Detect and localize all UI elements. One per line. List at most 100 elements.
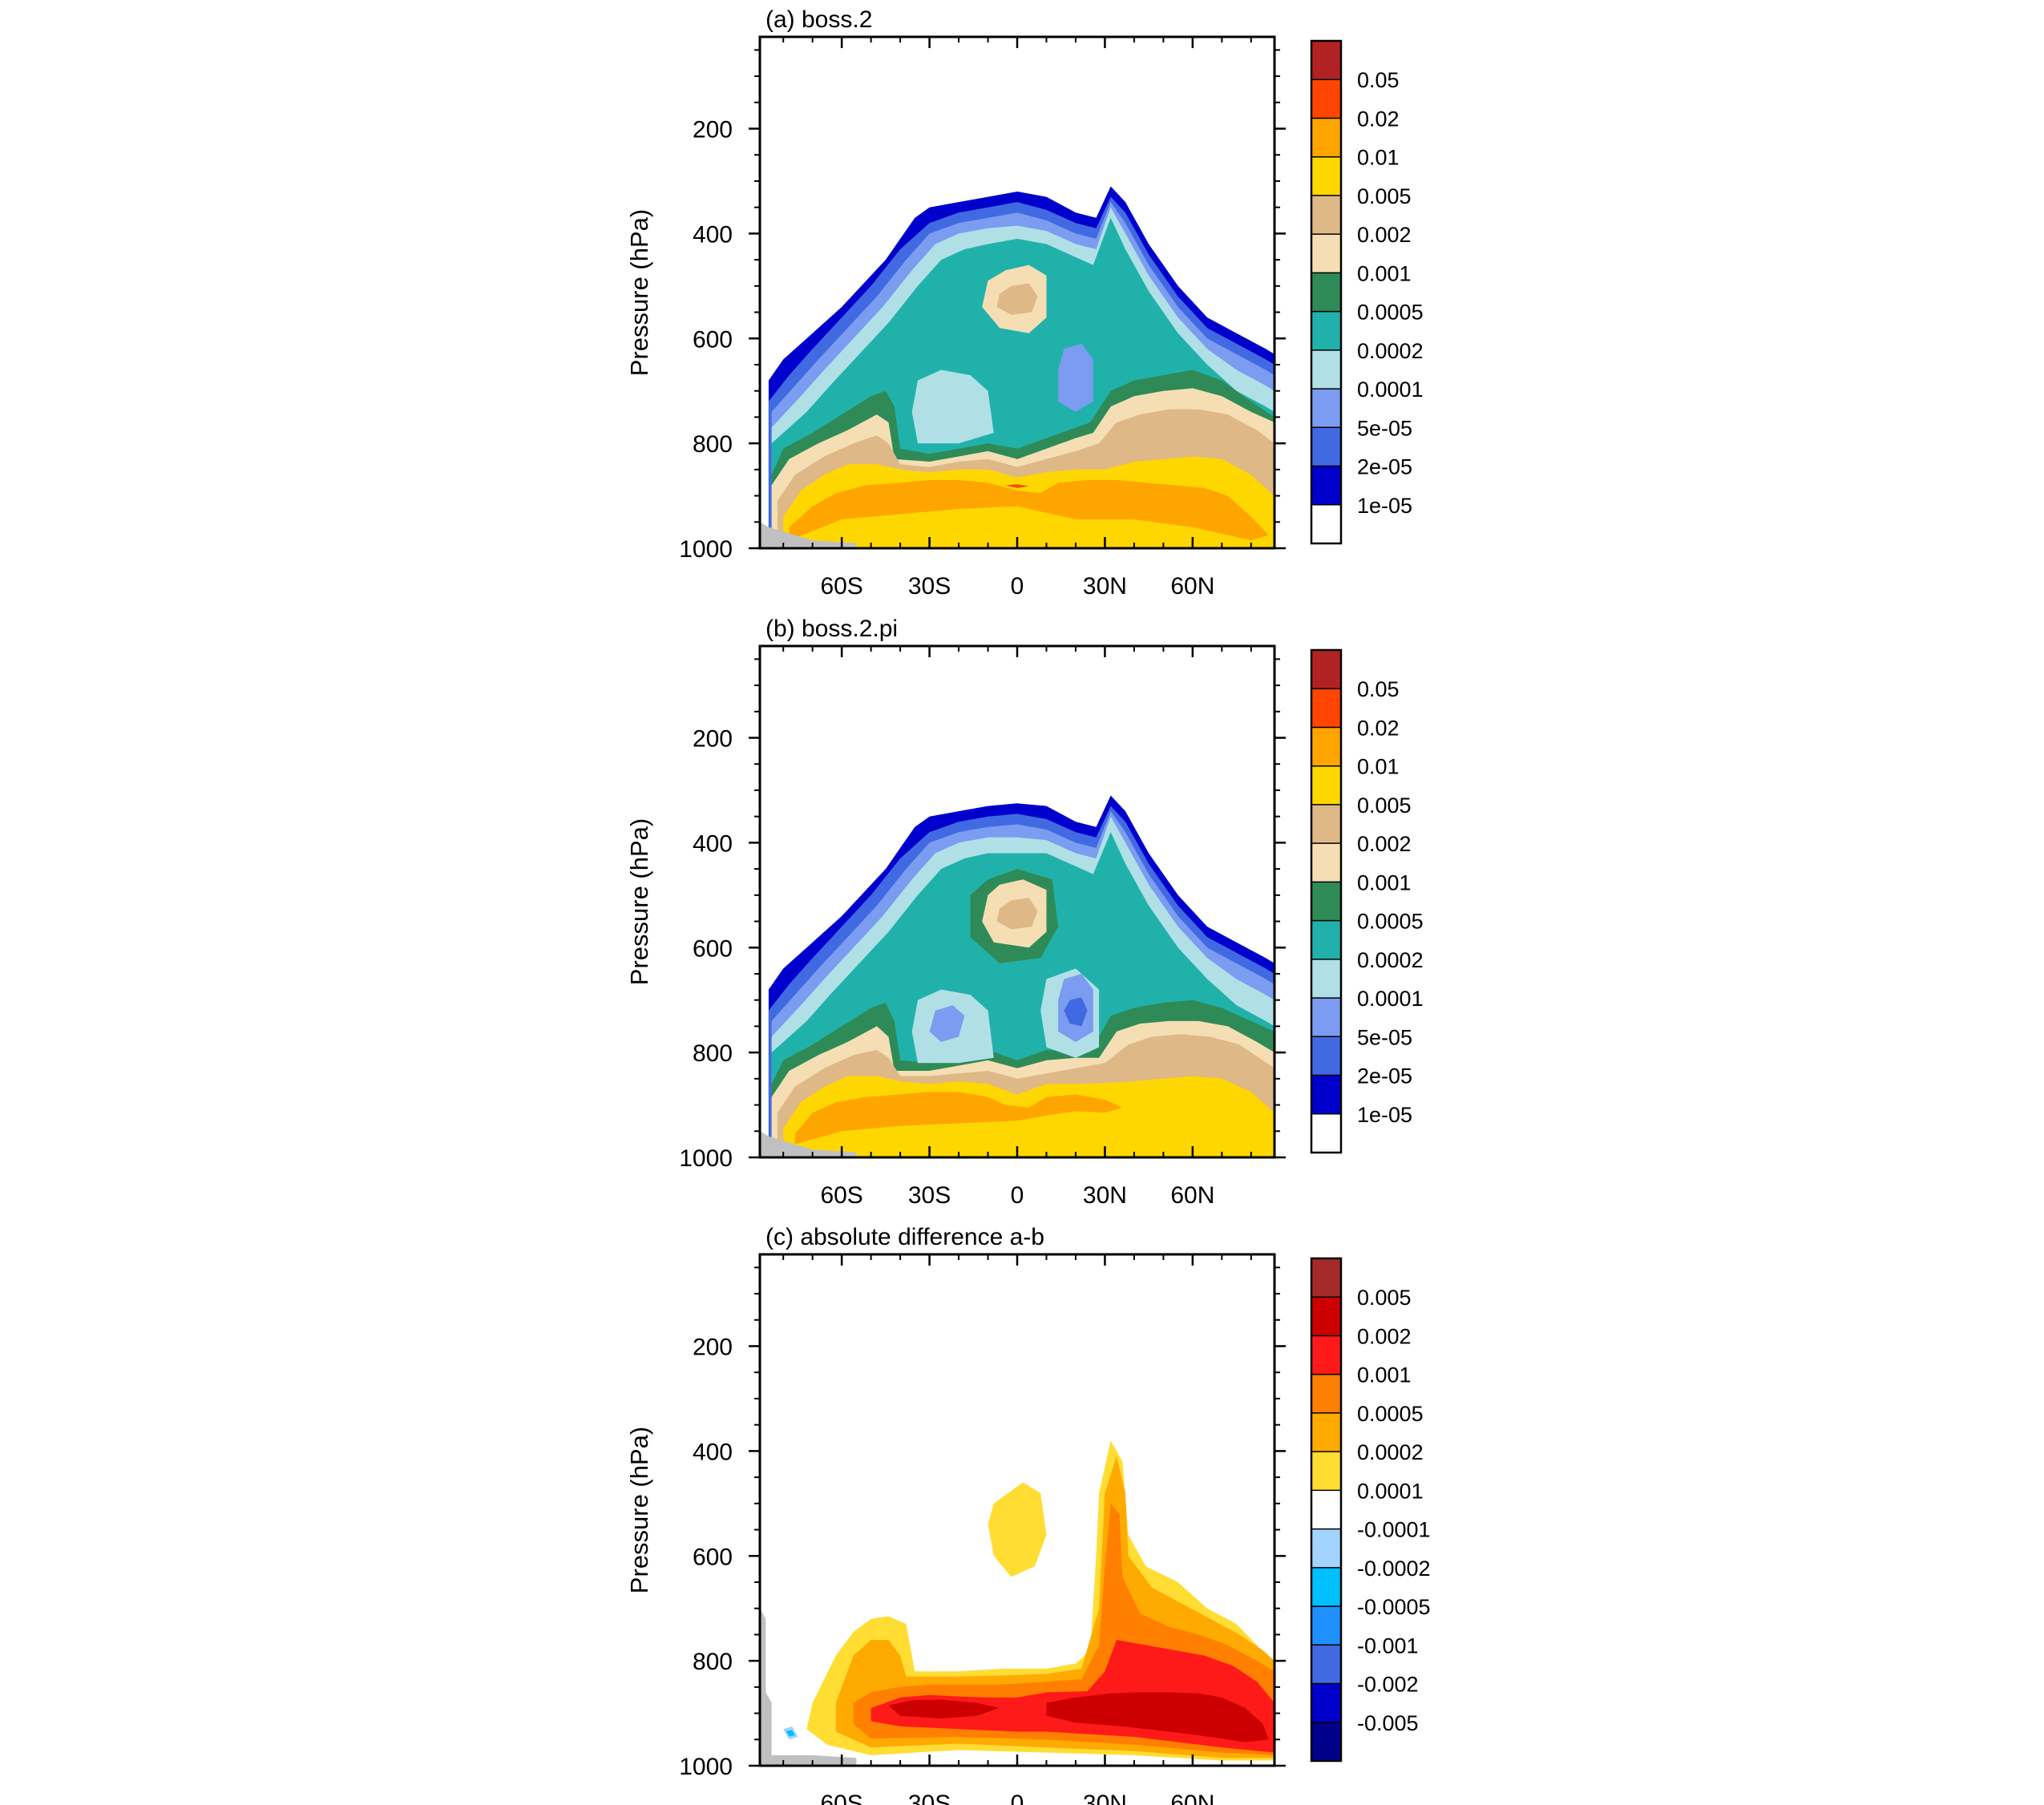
panel-c-colorbar-label: 0.005 [1357, 1286, 1412, 1310]
panel-a-x-tick-label: 30S [908, 573, 951, 600]
panel-c-colorbar-segment [1311, 1683, 1341, 1722]
panel-c-colorbar-label: -0.005 [1357, 1711, 1419, 1735]
panel-a-colorbar-label: 5e-05 [1357, 416, 1412, 440]
panel-b-x-tick-label: 30N [1083, 1182, 1127, 1209]
panel-c-x-tick-label: 60S [820, 1791, 862, 1805]
panel-c-colorbar-segment [1311, 1722, 1341, 1761]
panel-b-colorbar-label: 5e-05 [1357, 1025, 1412, 1049]
panel-a-colorbar-segment [1311, 504, 1341, 543]
panel-c-y-tick-label: 200 [693, 1335, 733, 1361]
panel-b-colorbar-label: 0.0002 [1357, 948, 1424, 972]
panel-b-x-tick-label: 60N [1170, 1182, 1214, 1209]
panel-c-x-tick-label: 0 [1011, 1791, 1024, 1805]
panel-b-axes: 60S 30S 0 30N 60N 200 400 600 800 1000 [679, 646, 1286, 1209]
panel-a-colorbar-segment [1311, 427, 1341, 466]
panel-b-colorbar-segment [1311, 1113, 1341, 1153]
panel-c-colorbar-label: -0.0002 [1357, 1557, 1431, 1581]
panel-c-colorbar-segment [1311, 1335, 1341, 1375]
panel-c-colorbar-label: 0.0002 [1357, 1440, 1424, 1464]
panel-a-colorbar: 0.05 0.02 0.01 0.005 0.002 0.001 0.0005 0.0002 0… [1310, 39, 1424, 545]
panel-a-colorbar-segment [1311, 466, 1341, 505]
panel-a-colorbar-segment [1311, 234, 1341, 273]
panel-b: (b) boss.2.pi Pressure (hPa) 60S 30S 0 30N 6… [625, 616, 1424, 1209]
panel-c-colorbar-segment [1311, 1606, 1341, 1645]
panel-a-colorbar-segment [1311, 195, 1341, 235]
panel-b-colorbar-segment [1311, 959, 1341, 999]
panel-a-colorbar-segment [1311, 389, 1341, 428]
panel-a-y-tick-label: 800 [693, 431, 733, 458]
panel-a-colorbar-label: 0.0002 [1357, 339, 1424, 363]
panel-c-colorbar-label: -0.0001 [1357, 1518, 1431, 1542]
panel-b-missing-region [760, 1131, 857, 1157]
panel-b-pocket-7 [996, 898, 1038, 930]
panel-c-colorbar-label: 0.0005 [1357, 1402, 1424, 1426]
panel-c-y-axis-title: Pressure (hPa) [625, 1427, 653, 1593]
panel-a-contour-9 [789, 479, 1269, 541]
panel-c-colorbar-label: -0.0005 [1357, 1595, 1431, 1619]
panel-b-y-tick-label: 1000 [679, 1145, 733, 1172]
panel-b-colorbar-segment [1311, 920, 1341, 959]
panel-a: (a) boss.2 Pressure (hPa) 60S 30S 0 30N 60N 2… [625, 6, 1424, 600]
panel-b-colorbar-label: 0.01 [1357, 755, 1400, 779]
panel-a-pocket-0 [911, 369, 994, 444]
panel-a-pocket-3 [996, 283, 1038, 315]
panel-b-colorbar-segment [1311, 727, 1341, 766]
panel-c-axes: 60S 30S 0 30N 60N 200 400 600 800 1000 [679, 1254, 1286, 1805]
panel-c-missing-region [760, 1608, 857, 1766]
panel-a-colorbar-segment [1311, 118, 1341, 157]
panel-c-colorbar-label: 0.001 [1357, 1363, 1412, 1387]
panel-b-y-tick-label: 800 [693, 1040, 733, 1067]
panel-b-colorbar-label: 0.05 [1357, 677, 1400, 701]
panel-a-colorbar-label: 1e-05 [1357, 494, 1412, 518]
panel-b-colorbar: 0.05 0.02 0.01 0.005 0.002 0.001 0.0005 0.0002 0… [1310, 648, 1424, 1154]
panel-c-x-tick-label: 30S [908, 1791, 951, 1805]
panel-c: (c) absolute difference a-b Pressure (hP… [625, 1224, 1431, 1805]
panel-a-colorbar-segment [1311, 41, 1341, 80]
panel-a-colorbar-label: 2e-05 [1357, 455, 1412, 479]
panel-a-contour-10 [1005, 484, 1029, 488]
panel-a-y-axis-title: Pressure (hPa) [625, 209, 653, 376]
panel-a-x-tick-label: 0 [1011, 573, 1024, 600]
panel-a-colorbar-label: 0.002 [1357, 223, 1412, 247]
panel-c-contour-4 [888, 1699, 1000, 1719]
panel-a-missing-region [760, 522, 857, 548]
panel-b-colorbar-label: 2e-05 [1357, 1064, 1412, 1088]
panel-b-pocket-1 [929, 1005, 965, 1042]
panel-b-colorbar-label: 0.02 [1357, 716, 1400, 740]
panel-a-colorbar-segment [1311, 79, 1341, 119]
panel-c-colorbar-label: -0.002 [1357, 1673, 1419, 1697]
panel-b-colorbar-label: 0.001 [1357, 870, 1412, 894]
panel-b-title: (b) boss.2.pi [765, 616, 898, 642]
panel-c-y-tick-label: 800 [693, 1649, 733, 1675]
panel-b-colorbar-segment [1311, 804, 1341, 844]
panel-b-x-tick-label: 60S [820, 1182, 862, 1209]
panel-c-colorbar-segment [1311, 1258, 1341, 1298]
panel-c-colorbar-label: 0.0001 [1357, 1479, 1424, 1503]
panel-a-colorbar-label: 0.0005 [1357, 301, 1424, 325]
panel-c-pocket-0 [988, 1482, 1047, 1577]
panel-b-colorbar-label: 1e-05 [1357, 1103, 1412, 1127]
panel-b-y-tick-label: 600 [693, 935, 733, 962]
panel-b-colorbar-segment [1311, 1036, 1341, 1076]
panel-b-colorbar-segment [1311, 843, 1341, 882]
panel-c-colorbar-label: 0.002 [1357, 1324, 1412, 1348]
panel-b-y-axis-title: Pressure (hPa) [625, 818, 653, 985]
panel-c-title: (c) absolute difference a-b [765, 1224, 1044, 1250]
panel-b-x-tick-label: 30S [908, 1182, 951, 1209]
panel-a-colorbar-label: 0.001 [1357, 261, 1412, 285]
panel-c-colorbar-segment [1311, 1645, 1341, 1684]
panel-a-colorbar-label: 0.0001 [1357, 378, 1424, 402]
panel-a-y-tick-label: 1000 [679, 536, 733, 563]
panel-c-colorbar-segment [1311, 1452, 1341, 1491]
panel-b-contour-9 [794, 1092, 1123, 1145]
panel-b-pocket-4 [1064, 997, 1088, 1027]
panel-a-colorbar-label: 0.02 [1357, 107, 1400, 131]
panel-a-x-tick-label: 60N [1170, 573, 1214, 600]
panel-a-pocket-1 [1058, 343, 1093, 412]
panel-a-colorbar-frame [1310, 39, 1343, 545]
panel-c-pocket-1 [993, 1537, 1003, 1557]
panel-c-plot-area [760, 1440, 1274, 1766]
panel-c-colorbar-frame [1310, 1257, 1343, 1763]
panel-b-colorbar-segment [1311, 998, 1341, 1037]
panel-c-y-tick-label: 600 [693, 1544, 733, 1570]
